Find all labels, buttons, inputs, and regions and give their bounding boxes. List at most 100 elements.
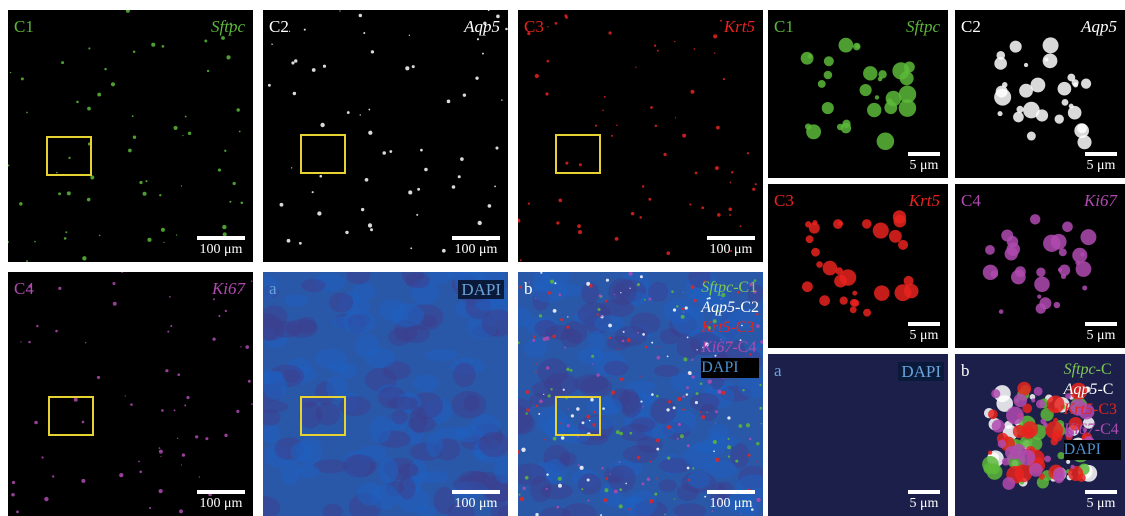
cell-nucleus bbox=[604, 361, 629, 376]
cell-nucleus bbox=[329, 292, 353, 312]
signal-spot bbox=[717, 390, 721, 394]
signal-spot bbox=[518, 494, 520, 496]
cell-nucleus bbox=[677, 336, 701, 358]
signal-spot bbox=[614, 490, 618, 494]
signal-spot bbox=[65, 231, 67, 233]
signal-spot bbox=[289, 31, 290, 32]
marker-label: Aqp5 bbox=[464, 18, 500, 35]
signal-spot bbox=[614, 294, 615, 295]
cell-nucleus bbox=[687, 471, 710, 489]
signal-spot bbox=[159, 447, 161, 449]
signal-spot bbox=[88, 47, 90, 49]
signal-spot bbox=[405, 66, 409, 70]
signal-spot bbox=[850, 306, 857, 313]
signal-spot bbox=[181, 185, 182, 186]
signal-spot bbox=[447, 100, 451, 104]
signal-spot bbox=[648, 198, 651, 201]
signal-spot bbox=[748, 454, 751, 457]
signal-spot bbox=[229, 201, 231, 203]
signal-spot bbox=[1001, 229, 1013, 241]
signal-spot bbox=[694, 48, 696, 50]
signal-spot bbox=[523, 487, 526, 490]
signal-spot bbox=[671, 290, 674, 293]
signal-spot bbox=[174, 409, 176, 411]
signal-spot bbox=[113, 302, 117, 306]
scale-bar: 100 μm bbox=[707, 490, 755, 512]
signal-spot bbox=[664, 514, 666, 516]
signal-spot bbox=[304, 29, 306, 31]
cell-nucleus bbox=[608, 465, 636, 492]
signal-spot bbox=[1037, 295, 1041, 299]
signal-spot bbox=[1039, 297, 1051, 309]
signal-spot bbox=[1006, 407, 1024, 425]
cell-nucleus bbox=[301, 279, 325, 292]
signal-spot bbox=[475, 76, 478, 79]
signal-spot bbox=[550, 388, 552, 390]
signal-spot bbox=[1058, 82, 1072, 96]
signal-spot bbox=[520, 259, 522, 261]
signal-spot bbox=[58, 287, 61, 290]
signal-spot bbox=[816, 261, 823, 268]
signal-spot bbox=[837, 124, 844, 131]
signal-spot bbox=[546, 488, 548, 490]
signal-spot bbox=[1013, 112, 1024, 123]
signal-spot bbox=[26, 112, 28, 114]
cell-nucleus bbox=[594, 315, 624, 332]
inset-box bbox=[300, 134, 346, 174]
signal-spot bbox=[1044, 57, 1048, 61]
signal-spot bbox=[477, 38, 479, 40]
signal-spot bbox=[898, 240, 908, 250]
signal-spot bbox=[657, 50, 659, 52]
signal-spot bbox=[526, 412, 528, 414]
marker-label: Sftpc bbox=[906, 18, 940, 35]
signal-spot bbox=[212, 337, 215, 340]
marker-label: DAPI bbox=[458, 280, 504, 299]
signal-spot bbox=[519, 286, 522, 289]
signal-spot bbox=[811, 248, 820, 257]
signal-spot bbox=[687, 374, 688, 375]
legend-entry: Ki67-C4 bbox=[701, 338, 759, 358]
signal-spot bbox=[894, 284, 911, 301]
signal-spot bbox=[625, 483, 627, 485]
scale-line bbox=[908, 490, 940, 494]
cell-nucleus bbox=[426, 433, 443, 458]
signal-spot bbox=[740, 225, 742, 227]
signal-spot bbox=[615, 237, 619, 241]
cell-nucleus bbox=[578, 473, 601, 494]
cell-nucleus bbox=[670, 372, 705, 392]
signal-spot bbox=[368, 109, 370, 111]
signal-spot bbox=[610, 473, 611, 474]
signal-spot bbox=[696, 392, 699, 395]
signal-spot bbox=[360, 114, 361, 115]
figure: C1Sftpc100 μmC2Aqp5100 μmC3Krt5100 μmC4K… bbox=[0, 0, 1125, 516]
cell-nucleus bbox=[379, 299, 407, 321]
signal-spot bbox=[801, 52, 814, 65]
signal-spot bbox=[656, 356, 660, 360]
signal-spot bbox=[760, 348, 761, 349]
signal-spot bbox=[417, 188, 420, 191]
scale-label: 100 μm bbox=[707, 496, 755, 512]
signal-spot bbox=[1002, 477, 1015, 490]
signal-spot bbox=[132, 115, 134, 117]
signal-spot bbox=[169, 296, 171, 298]
signal-spot bbox=[680, 434, 684, 438]
signal-spot bbox=[536, 405, 539, 408]
signal-spot bbox=[611, 390, 615, 394]
signal-spot bbox=[145, 180, 147, 182]
signal-spot bbox=[556, 221, 559, 224]
signal-spot bbox=[245, 345, 249, 349]
image-panel: aDAPI100 μm bbox=[263, 272, 508, 516]
scale-bar: 100 μm bbox=[197, 236, 245, 258]
signal-spot bbox=[319, 175, 322, 178]
signal-spot bbox=[578, 464, 580, 466]
signal-spot bbox=[320, 123, 324, 127]
signal-spot bbox=[548, 291, 551, 294]
signal-spot bbox=[518, 219, 520, 223]
signal-spot bbox=[715, 422, 716, 423]
signal-spot bbox=[596, 373, 599, 376]
signal-spot bbox=[36, 325, 38, 327]
signal-spot bbox=[715, 458, 719, 462]
scale-line bbox=[908, 322, 940, 326]
signal-spot bbox=[119, 473, 123, 477]
